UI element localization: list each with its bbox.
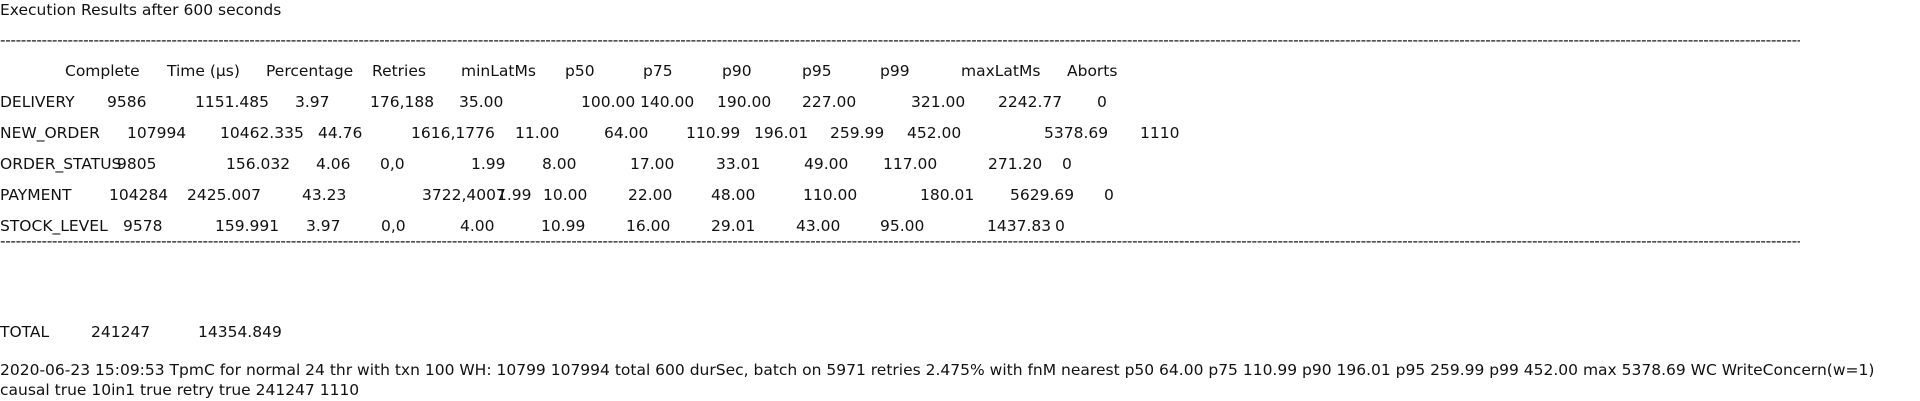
table-cell: 3.97 [306,217,341,235]
separator-top: ----------------------------------------… [0,31,1800,49]
table-cell: 1.99 [471,155,506,173]
column-header: p95 [802,62,832,80]
table-cell: 4.00 [460,217,495,235]
column-header: Retries [372,62,426,80]
transaction-type-cell: NEW_ORDER [0,124,100,142]
table-cell: 110.00 [803,186,858,204]
table-cell: 1.99 [497,186,532,204]
column-header: Aborts [1067,62,1118,80]
results-title: Execution Results after 600 seconds [0,1,282,19]
column-header: p99 [880,62,910,80]
table-cell: 5629.69 [1010,186,1075,204]
table-cell: 140.00 [640,93,695,111]
table-cell: 227.00 [802,93,857,111]
transaction-type-cell: DELIVERY [0,93,75,111]
table-cell: 0 [1062,155,1072,173]
table-cell: 48.00 [711,186,756,204]
table-cell: 110.99 [686,124,741,142]
total-label: TOTAL [0,323,50,341]
column-header: p90 [722,62,752,80]
transaction-type-cell: STOCK_LEVEL [0,217,108,235]
table-cell: 43.00 [796,217,841,235]
table-cell: 22.00 [628,186,673,204]
table-cell: 29.01 [711,217,756,235]
table-cell: 100.00 [581,93,636,111]
table-cell: 16.00 [626,217,671,235]
table-cell: 95.00 [880,217,925,235]
column-header: Percentage [266,62,354,80]
table-cell: 0,0 [380,155,405,173]
table-cell: 0 [1097,93,1107,111]
table-cell: 117.00 [883,155,938,173]
column-header: Complete [65,62,140,80]
table-cell: 0,0 [381,217,406,235]
table-cell: 8.00 [542,155,577,173]
table-cell: 33.01 [716,155,761,173]
table-cell: 9805 [117,155,157,173]
total-value: 14354.849 [198,323,282,341]
table-cell: 271.20 [988,155,1043,173]
table-cell: 9586 [107,93,147,111]
table-cell: 3.97 [295,93,330,111]
table-cell: 4.06 [316,155,351,173]
table-cell: 10.00 [543,186,588,204]
table-cell: 9578 [123,217,163,235]
table-cell: 107994 [127,124,187,142]
table-cell: 10.99 [541,217,586,235]
table-cell: 10462.335 [220,124,304,142]
column-header: minLatMs [461,62,536,80]
table-cell: 5378.69 [1044,124,1109,142]
column-header: p75 [643,62,673,80]
table-cell: 452.00 [907,124,962,142]
table-cell: 43.23 [302,186,347,204]
table-cell: 64.00 [604,124,649,142]
column-header: Time (µs) [167,62,240,80]
table-cell: 259.99 [830,124,885,142]
table-cell: 176,188 [370,93,435,111]
table-cell: 0 [1104,186,1114,204]
table-cell: 159.991 [215,217,280,235]
transaction-type-cell: PAYMENT [0,186,72,204]
summary-line: 2020-06-23 15:09:53 TpmC for normal 24 t… [0,361,1875,399]
table-cell: 321.00 [911,93,966,111]
total-value: 241247 [91,323,151,341]
table-cell: 196.01 [754,124,809,142]
table-cell: 3722,4007 [422,186,506,204]
table-cell: 2425.007 [187,186,261,204]
separator-bottom: ----------------------------------------… [0,232,1800,250]
table-cell: 1110 [1140,124,1180,142]
table-cell: 190.00 [717,93,772,111]
table-cell: 49.00 [804,155,849,173]
column-header: p50 [565,62,595,80]
table-cell: 1616,1776 [411,124,495,142]
table-cell: 1151.485 [195,93,269,111]
table-cell: 35.00 [459,93,504,111]
table-cell: 0 [1055,217,1065,235]
table-cell: 104284 [109,186,169,204]
table-cell: 44.76 [318,124,363,142]
column-header: maxLatMs [961,62,1041,80]
table-cell: 180.01 [920,186,975,204]
table-cell: 1437.83 [987,217,1052,235]
table-cell: 17.00 [630,155,675,173]
transaction-type-cell: ORDER_STATUS [0,155,122,173]
table-cell: 11.00 [515,124,560,142]
table-cell: 156.032 [226,155,291,173]
table-cell: 2242.77 [998,93,1063,111]
